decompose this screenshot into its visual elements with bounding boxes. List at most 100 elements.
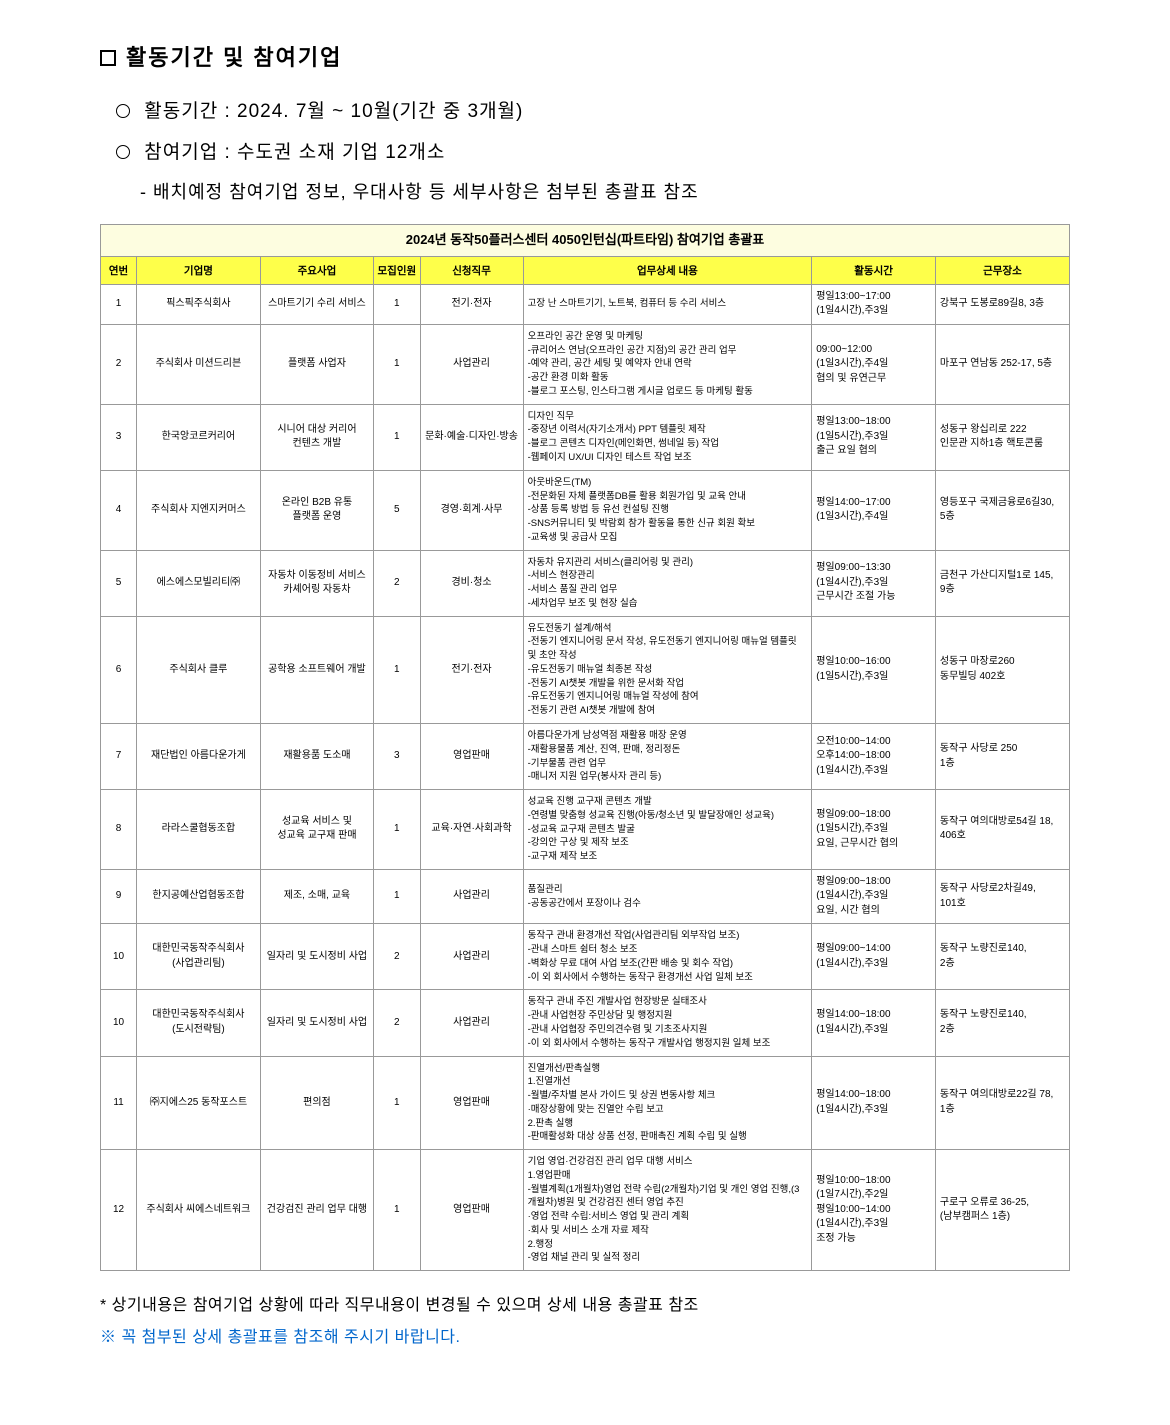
sub-note: - 배치예정 참여기업 정보, 우대사항 등 세부사항은 첨부된 총괄표 참조: [140, 178, 1070, 204]
cell-company: 한국앙코르커리어: [137, 404, 261, 470]
cell-job: 영업판매: [420, 723, 523, 789]
cell-job: 교육·자연·사회과학: [420, 790, 523, 870]
table-row: 5에스에스모빌리티㈜자동차 이동정비 서비스카셰어링 자동차2경비·청소자동차 …: [101, 550, 1070, 616]
cell-job: 영업판매: [420, 1056, 523, 1150]
sub-note-text: - 배치예정 참여기업 정보, 우대사항 등 세부사항은 첨부된 총괄표 참조: [140, 182, 699, 202]
cell-business: 시니어 대상 커리어컨텐츠 개발: [260, 404, 373, 470]
col-place: 근무장소: [935, 256, 1069, 284]
cell-detail: 디자인 직무-중장년 이력서(자기소개서) PPT 템플릿 제작-블로그 콘텐츠…: [523, 404, 812, 470]
section-title: 활동기간 및 참여기업: [100, 40, 1070, 72]
cell-time: 평일09:00~13:30(1일4시간),주3일근무시간 조절 가능: [812, 550, 936, 616]
cell-no: 7: [101, 723, 137, 789]
cell-company: 대한민국동작주식회사(도시전략팀): [137, 990, 261, 1056]
cell-business: 일자리 및 도시정비 사업: [260, 990, 373, 1056]
cell-place: 동작구 사당로 2501층: [935, 723, 1069, 789]
cell-no: 8: [101, 790, 137, 870]
companies-text: 참여기업 : 수도권 소재 기업 12개소: [138, 142, 445, 163]
cell-business: 플랫폼 사업자: [260, 324, 373, 404]
col-business: 주요사업: [260, 256, 373, 284]
cell-job: 전기·전자: [420, 284, 523, 324]
cell-count: 1: [374, 616, 420, 723]
cell-place: 동작구 여의대방로22길 78,1층: [935, 1056, 1069, 1150]
cell-business: 재활용품 도소매: [260, 723, 373, 789]
table-row: 4주식회사 지엔지커머스온라인 B2B 유통플랫폼 운영5경영·회계·사무아웃바…: [101, 470, 1070, 550]
cell-count: 1: [374, 869, 420, 924]
table-row: 10대한민국동작주식회사(도시전략팀)일자리 및 도시정비 사업2사업관리동작구…: [101, 990, 1070, 1056]
cell-count: 2: [374, 990, 420, 1056]
cell-company: 대한민국동작주식회사(사업관리팀): [137, 924, 261, 990]
cell-detail: 자동차 유지관리 서비스(클리어링 및 관리)-서비스 현장관리-서비스 품질 …: [523, 550, 812, 616]
cell-no: 1: [101, 284, 137, 324]
circle-bullet-icon: [116, 145, 130, 159]
cell-job: 영업판매: [420, 1150, 523, 1271]
cell-time: 평일10:00~18:00(1일7시간),주2일평일10:00~14:00(1일…: [812, 1150, 936, 1271]
cell-detail: 성교육 진행 교구재 콘텐츠 개발-연령별 맞춤형 성교육 진행(아동/청소년 …: [523, 790, 812, 870]
section-title-text: 활동기간 및 참여기업: [126, 45, 342, 70]
cell-no: 5: [101, 550, 137, 616]
cell-job: 문화·예술·디자인·방송: [420, 404, 523, 470]
cell-job: 사업관리: [420, 869, 523, 924]
cell-place: 성동구 왕십리로 222인문관 지하1층 핵토콘룸: [935, 404, 1069, 470]
cell-detail: 기업 영업·건강검진 관리 업무 대행 서비스1.영업판매-월별계획(1개월차)…: [523, 1150, 812, 1271]
cell-business: 일자리 및 도시정비 사업: [260, 924, 373, 990]
cell-count: 3: [374, 723, 420, 789]
cell-no: 11: [101, 1056, 137, 1150]
cell-count: 1: [374, 324, 420, 404]
cell-company: 에스에스모빌리티㈜: [137, 550, 261, 616]
cell-count: 1: [374, 790, 420, 870]
cell-job: 경비·청소: [420, 550, 523, 616]
cell-company: 주식회사 씨에스네트워크: [137, 1150, 261, 1271]
cell-count: 1: [374, 404, 420, 470]
table-row: 3한국앙코르커리어시니어 대상 커리어컨텐츠 개발1문화·예술·디자인·방송디자…: [101, 404, 1070, 470]
cell-business: 스마트기기 수리 서비스: [260, 284, 373, 324]
cell-place: 마포구 연남동 252-17, 5층: [935, 324, 1069, 404]
companies-line: 참여기업 : 수도권 소재 기업 12개소: [116, 137, 1070, 164]
cell-job: 사업관리: [420, 990, 523, 1056]
cell-time: 09:00~12:00(1일3시간),주4일협의 및 유연근무: [812, 324, 936, 404]
cell-detail: 아웃바운드(TM)-전문화된 자체 플랫폼DB를 활용 회원가입 및 교육 안내…: [523, 470, 812, 550]
cell-detail: 동작구 관내 환경개선 작업(사업관리팀 외부작업 보조)-관내 스마트 쉼터 …: [523, 924, 812, 990]
cell-business: 성교육 서비스 및성교육 교구재 판매: [260, 790, 373, 870]
cell-business: 편의점: [260, 1056, 373, 1150]
table-row: 9한지공예산업협동조합제조, 소매, 교육1사업관리품질관리-공동공간에서 포장…: [101, 869, 1070, 924]
cell-business: 자동차 이동정비 서비스카셰어링 자동차: [260, 550, 373, 616]
table-title-row: 2024년 동작50플러스센터 4050인턴십(파트타임) 참여기업 총괄표: [101, 225, 1070, 257]
cell-no: 2: [101, 324, 137, 404]
cell-company: 픽스픽주식회사: [137, 284, 261, 324]
col-job: 신청직무: [420, 256, 523, 284]
period-line: 활동기간 : 2024. 7월 ~ 10월(기간 중 3개월): [116, 96, 1070, 123]
summary-table: 2024년 동작50플러스센터 4050인턴십(파트타임) 참여기업 총괄표 연…: [100, 224, 1070, 1271]
cell-time: 평일09:00~18:00(1일4시간),주3일요일, 시간 협의: [812, 869, 936, 924]
cell-time: 평일14:00~17:00(1일3시간),주4일: [812, 470, 936, 550]
cell-detail: 품질관리-공동공간에서 포장이나 검수: [523, 869, 812, 924]
cell-no: 10: [101, 924, 137, 990]
cell-place: 동작구 사당로2차길49,101호: [935, 869, 1069, 924]
cell-detail: 유도전동기 설계/해석-전동기 엔지니어링 문서 작성, 유도전동기 엔지니어링…: [523, 616, 812, 723]
cell-no: 12: [101, 1150, 137, 1271]
cell-detail: 아름다운가게 남성역점 재활용 매장 운영-재활용물품 계산, 진역, 판매, …: [523, 723, 812, 789]
cell-company: 재단법인 아름다운가게: [137, 723, 261, 789]
cell-place: 강북구 도봉로89길8, 3층: [935, 284, 1069, 324]
table-row: 6주식회사 클루공학용 소프트웨어 개발1전기·전자유도전동기 설계/해석-전동…: [101, 616, 1070, 723]
cell-time: 평일10:00~16:00(1일5시간),주3일: [812, 616, 936, 723]
cell-place: 영등포구 국제금융로6길30,5층: [935, 470, 1069, 550]
footnote-2-text: ※ 꼭 첨부된 상세 총괄표를 참조해 주시기 바랍니다.: [100, 1329, 460, 1346]
cell-company: 주식회사 지엔지커머스: [137, 470, 261, 550]
table-title: 2024년 동작50플러스센터 4050인턴십(파트타임) 참여기업 총괄표: [101, 225, 1070, 257]
table-header-row: 연번 기업명 주요사업 모집인원 신청직무 업무상세 내용 활동시간 근무장소: [101, 256, 1070, 284]
cell-time: 평일13:00~18:00(1일5시간),주3일출근 요일 협의: [812, 404, 936, 470]
cell-place: 동작구 여의대방로54길 18,406호: [935, 790, 1069, 870]
cell-job: 전기·전자: [420, 616, 523, 723]
period-text: 활동기간 : 2024. 7월 ~ 10월(기간 중 3개월): [138, 101, 523, 122]
cell-no: 4: [101, 470, 137, 550]
cell-detail: 진열개선/판촉실행1.진열개선-월별/주차별 본사 가이드 및 상권 변동사항 …: [523, 1056, 812, 1150]
cell-count: 5: [374, 470, 420, 550]
cell-time: 평일09:00~14:00(1일4시간),주3일: [812, 924, 936, 990]
col-count: 모집인원: [374, 256, 420, 284]
table-row: 8라라스쿨협동조합성교육 서비스 및성교육 교구재 판매1교육·자연·사회과학성…: [101, 790, 1070, 870]
cell-place: 성동구 마장로260동무빌딩 402호: [935, 616, 1069, 723]
cell-detail: 고장 난 스마트기기, 노트북, 컴퓨터 등 수리 서비스: [523, 284, 812, 324]
cell-business: 온라인 B2B 유통플랫폼 운영: [260, 470, 373, 550]
col-company: 기업명: [137, 256, 261, 284]
cell-no: 9: [101, 869, 137, 924]
